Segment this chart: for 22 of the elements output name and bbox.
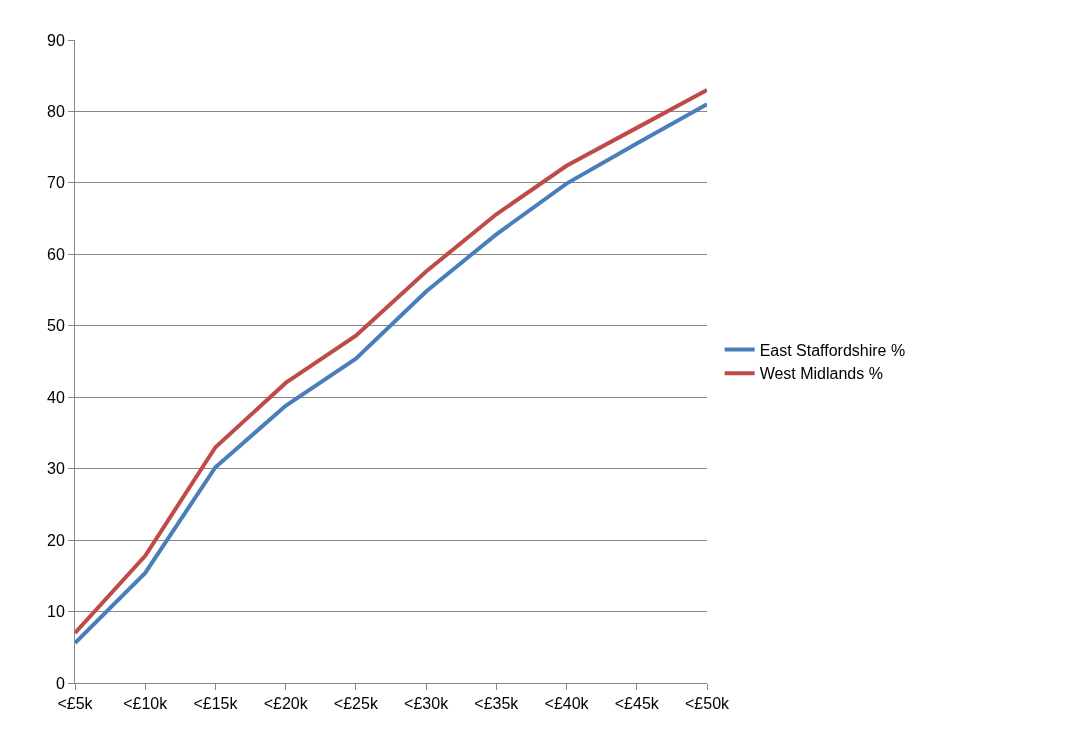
- y-tick-label: 40: [47, 388, 65, 406]
- x-tick-label: <£30k: [404, 695, 450, 713]
- y-tick-label: 90: [47, 31, 65, 49]
- y-tick-label: 0: [55, 674, 65, 692]
- x-tick-label: <£40k: [544, 695, 590, 713]
- legend-label: East Staffordshire %: [759, 341, 906, 359]
- x-tick-label: <£25k: [333, 695, 379, 713]
- x-tick-label: <£50k: [684, 695, 731, 713]
- y-tick-label: 20: [47, 531, 65, 549]
- y-tick-label: 80: [47, 103, 65, 121]
- x-tick-label: <£15k: [193, 695, 239, 713]
- x-tick-label: <£45k: [614, 695, 660, 713]
- y-tick-label: 30: [47, 460, 65, 478]
- x-tick-label: <£10k: [123, 695, 169, 713]
- y-tick-label: 50: [47, 317, 65, 335]
- legend-label: West Midlands %: [759, 365, 883, 383]
- y-tick-label: 70: [47, 174, 65, 192]
- x-tick-label: <£5k: [57, 695, 94, 713]
- y-tick-label: 60: [47, 245, 65, 263]
- y-tick-label: 10: [47, 603, 65, 621]
- x-tick-label: <£35k: [474, 695, 520, 713]
- x-tick-label: <£20k: [263, 695, 309, 713]
